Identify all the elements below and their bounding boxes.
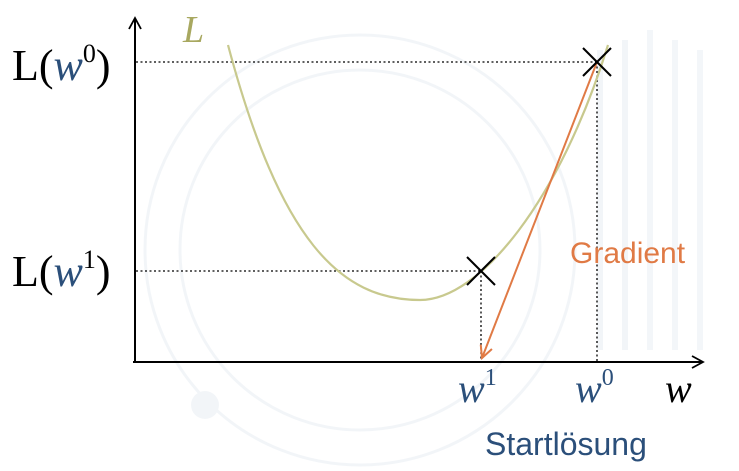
label-w0: w0 — [575, 365, 614, 411]
watermark-seal — [143, 30, 703, 467]
label-L-w1: L(w1) — [12, 245, 111, 296]
gradient-arrow — [482, 61, 598, 358]
gradient-label: Gradient — [570, 237, 686, 270]
cross-marker-w1 — [466, 256, 496, 286]
guide-lines — [136, 61, 598, 361]
curve-label: L — [182, 9, 204, 51]
cross-marker-w0 — [582, 47, 612, 77]
start-solution-label: Startlösung — [485, 426, 647, 462]
label-w-axis: w — [665, 366, 692, 411]
label-L-w0: L(w0) — [12, 39, 111, 90]
loss-curve — [226, 44, 610, 302]
label-w1: w1 — [458, 365, 497, 411]
